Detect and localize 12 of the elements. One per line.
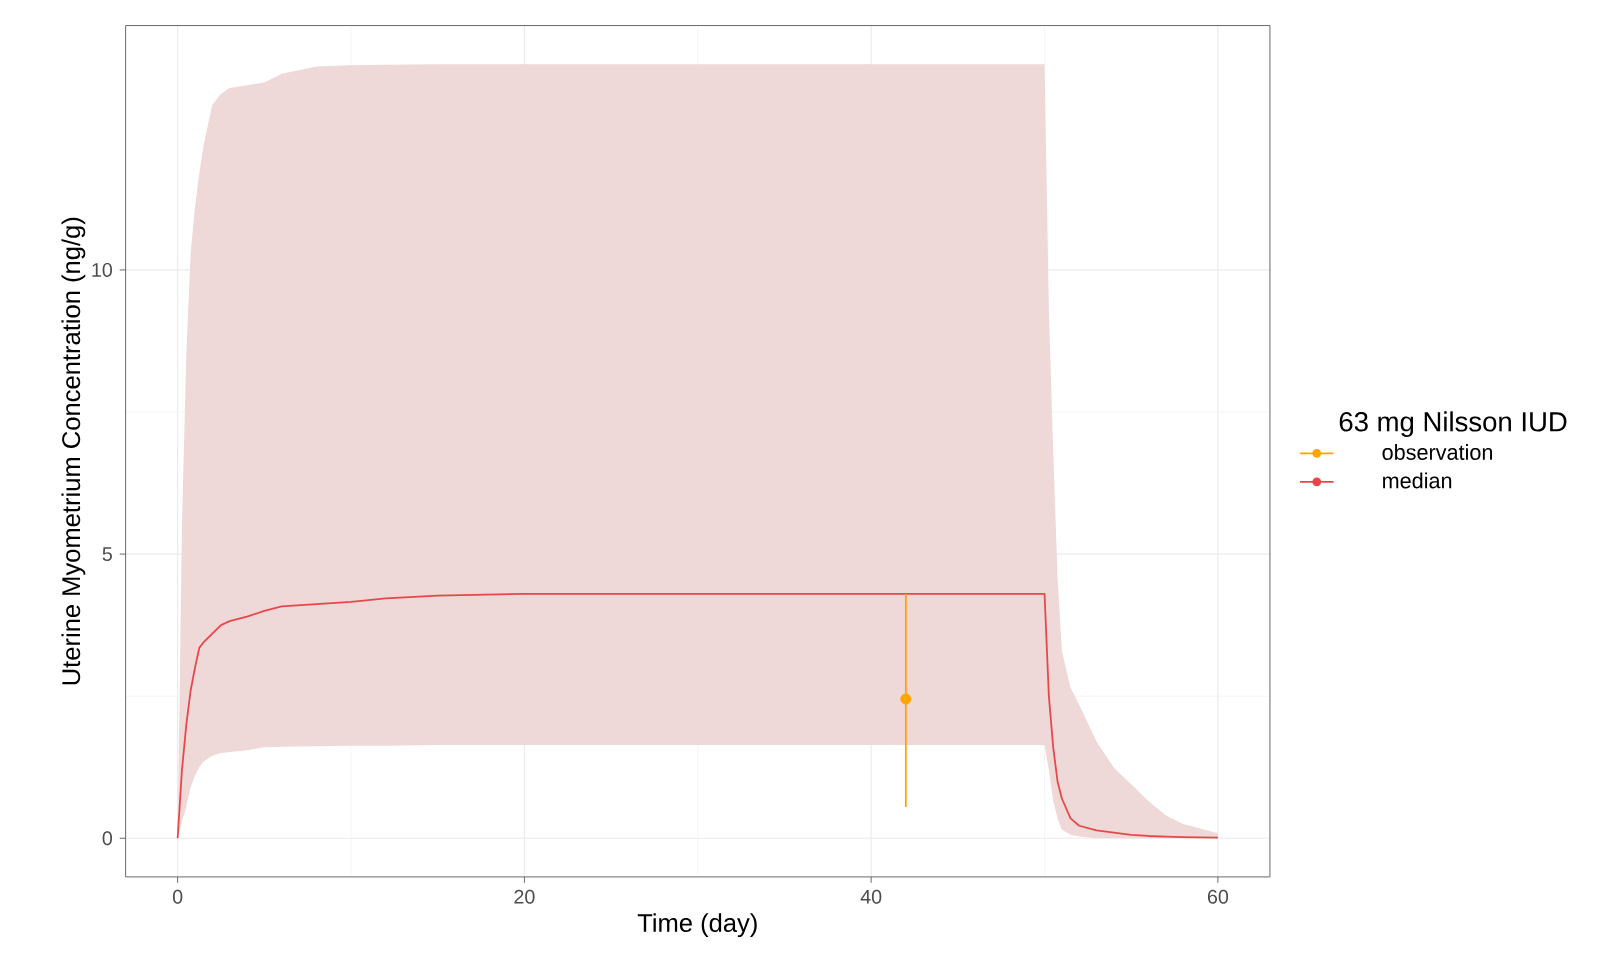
legend-label: observation <box>1382 443 1493 460</box>
y-tick-label: 5 <box>102 547 112 561</box>
y-tick-label: 0 <box>102 831 113 846</box>
x-tick-label: 40 <box>860 889 882 904</box>
x-tick-label: 60 <box>1207 889 1229 904</box>
legend-title: 63 mg Nilsson IUD <box>1339 411 1567 437</box>
legend-label: median <box>1383 472 1452 489</box>
y-tick-label: 10 <box>92 262 113 277</box>
y-axis-title: Uterine Myometrium Concentration (ng/g) <box>61 217 86 685</box>
x-axis-title: Time (day) <box>637 913 757 937</box>
x-tick-label: 0 <box>172 889 183 904</box>
x-tick-label: 20 <box>514 889 535 904</box>
